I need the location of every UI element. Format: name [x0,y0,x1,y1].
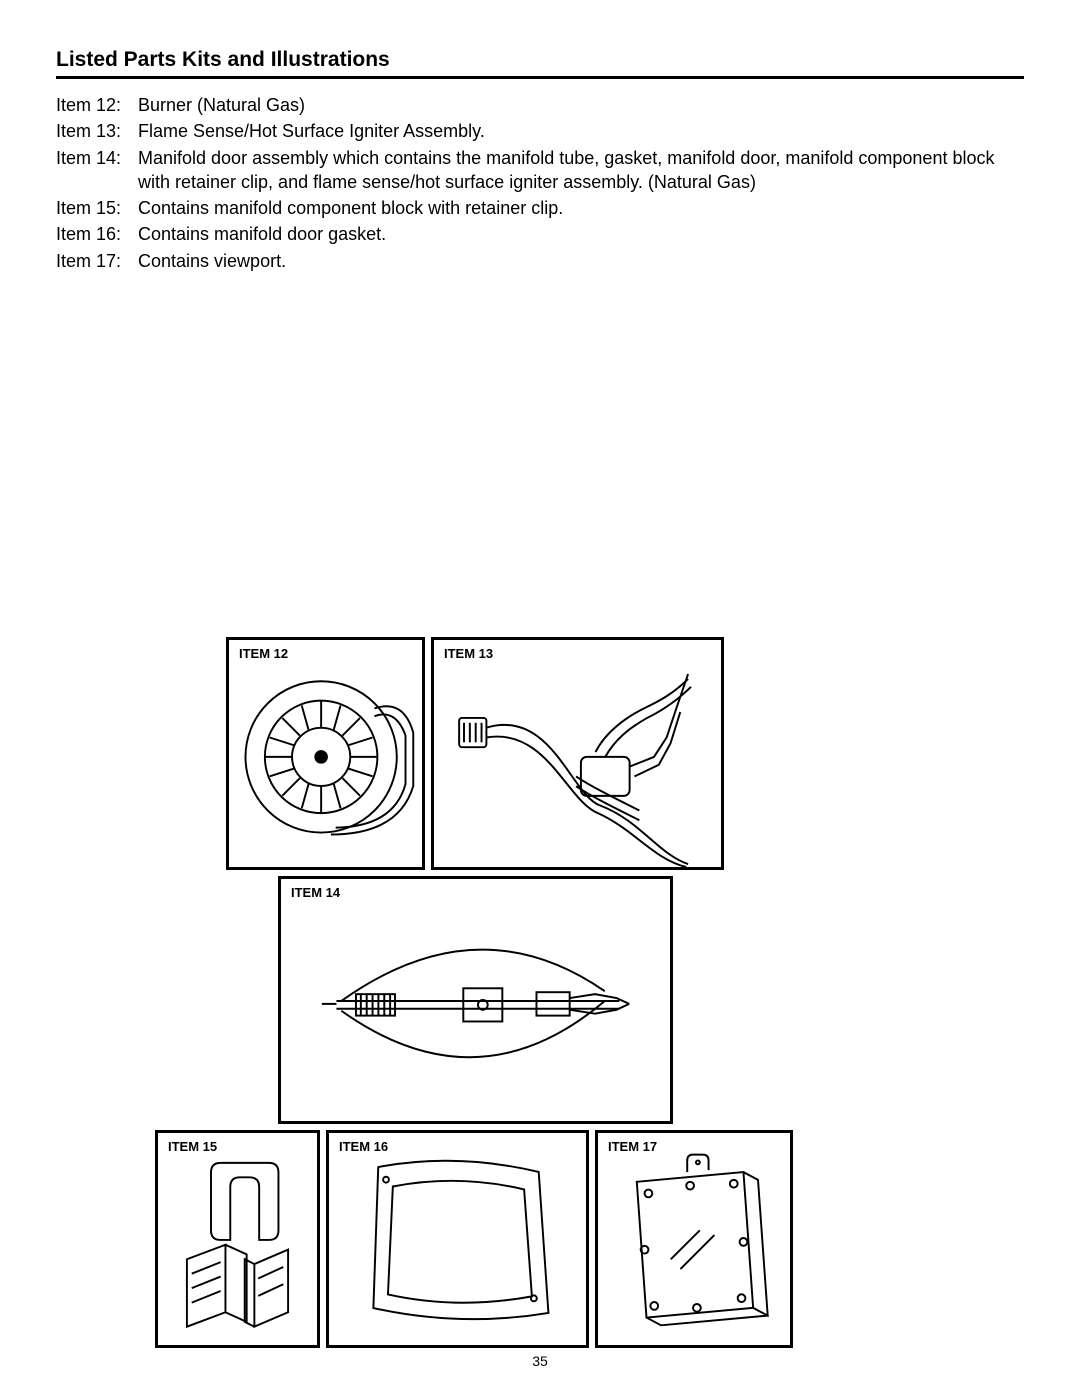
list-item: Item 13: Flame Sense/Hot Surface Igniter… [56,119,1024,143]
section-rule [56,76,1024,79]
item-desc: Contains manifold component block with r… [138,196,1024,220]
figure-item-13: ITEM 13 [431,637,724,870]
item-label: Item 12: [56,93,138,117]
list-item: Item 17: Contains viewport. [56,249,1024,273]
burner-icon [229,640,422,867]
figure-label: ITEM 13 [444,646,493,661]
item-list: Item 12: Burner (Natural Gas) Item 13: F… [56,93,1024,273]
item-desc: Manifold door assembly which contains th… [138,146,1024,195]
page-number: 35 [0,1353,1080,1369]
igniter-icon [434,640,721,867]
figure-item-15: ITEM 15 [155,1130,320,1348]
manifold-assembly-icon [281,879,670,1121]
figure-label: ITEM 15 [168,1139,217,1154]
item-label: Item 17: [56,249,138,273]
retainer-clip-icon [158,1133,317,1345]
figure-label: ITEM 14 [291,885,340,900]
item-desc: Contains viewport. [138,249,1024,273]
figure-item-17: ITEM 17 [595,1130,793,1348]
list-item: Item 16: Contains manifold door gasket. [56,222,1024,246]
figure-label: ITEM 16 [339,1139,388,1154]
item-label: Item 15: [56,196,138,220]
item-desc: Contains manifold door gasket. [138,222,1024,246]
item-desc: Flame Sense/Hot Surface Igniter Assembly… [138,119,1024,143]
figure-item-12: ITEM 12 [226,637,425,870]
item-label: Item 16: [56,222,138,246]
figure-item-16: ITEM 16 [326,1130,589,1348]
item-desc: Burner (Natural Gas) [138,93,1024,117]
list-item: Item 14: Manifold door assembly which co… [56,146,1024,195]
figure-item-14: ITEM 14 [278,876,673,1124]
item-label: Item 14: [56,146,138,195]
list-item: Item 15: Contains manifold component blo… [56,196,1024,220]
figure-label: ITEM 12 [239,646,288,661]
item-label: Item 13: [56,119,138,143]
figure-label: ITEM 17 [608,1139,657,1154]
door-gasket-icon [329,1133,586,1345]
list-item: Item 12: Burner (Natural Gas) [56,93,1024,117]
viewport-icon [598,1133,790,1345]
section-title: Listed Parts Kits and Illustrations [56,48,1024,72]
